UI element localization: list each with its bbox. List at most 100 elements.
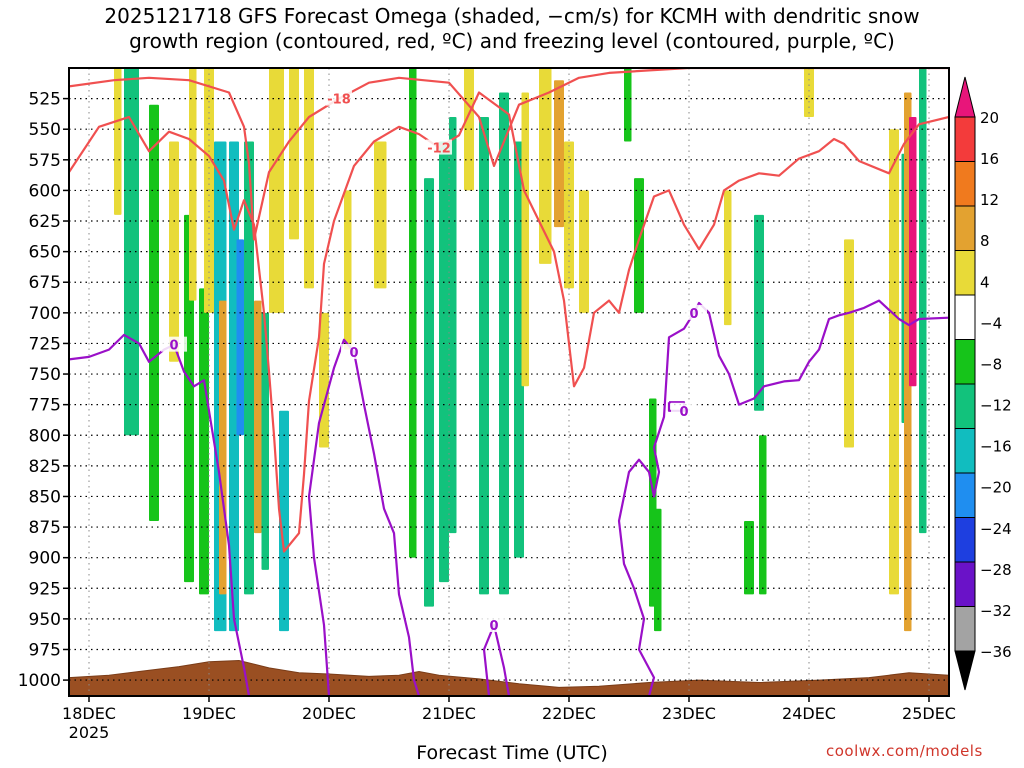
omega-band-4 — [184, 214, 194, 583]
colorbar-label-1: 16 — [980, 150, 999, 168]
dgz-contour-label-1: -18 — [327, 93, 351, 108]
x-year-label: 2025 — [69, 723, 110, 742]
terrain-area — [69, 659, 949, 696]
omega-band-6 — [199, 288, 209, 595]
freezing-contour-label-bg-3 — [681, 304, 707, 320]
omega-band-2 — [149, 104, 159, 521]
y-tick-label-950: 950 — [29, 610, 61, 630]
colorbar-label-11: −28 — [980, 561, 1012, 579]
y-tick-label-900: 900 — [29, 549, 61, 569]
omega-band-18 — [304, 68, 314, 289]
omega-band-49 — [919, 68, 927, 534]
colorbar-bottom-arrow — [954, 650, 976, 691]
omega-band-15 — [269, 68, 284, 313]
y-tick-label-700: 700 — [29, 304, 61, 324]
omega-band-19 — [319, 312, 329, 448]
x-tick-label-24DEC: 24DEC — [782, 704, 836, 723]
colorbar-box-4 — [954, 250, 976, 296]
y-tick-label-550: 550 — [29, 120, 61, 140]
dgz-contour-0 — [69, 91, 949, 553]
omega-band-36 — [634, 178, 644, 313]
y-tick-label-725: 725 — [29, 334, 61, 354]
omega-band-5 — [189, 68, 197, 301]
omega-band-14 — [261, 312, 269, 570]
freezing-contour-1 — [307, 338, 421, 696]
x-tick-label-21DEC: 21DEC — [422, 704, 476, 723]
freezing-contour-0 — [69, 333, 251, 696]
chart-title: 2025121718 GFS Forecast Omega (shaded, −… — [0, 4, 1024, 54]
freezing-contour-label-4: 0 — [679, 405, 688, 420]
terrain-fill — [69, 659, 949, 696]
y-tick-label-800: 800 — [29, 426, 61, 446]
x-axis-label: Forecast Time (UTC) — [416, 742, 608, 764]
omega-band-30 — [521, 92, 529, 387]
colorbar-box-11 — [954, 561, 976, 607]
omega-band-11 — [236, 239, 244, 436]
omega-band-21 — [374, 141, 387, 289]
colorbar-gray-box — [954, 606, 976, 652]
omega-band-45 — [889, 129, 899, 595]
omega-band-0 — [114, 68, 122, 215]
colorbar-box-9 — [954, 472, 976, 518]
plot-frame — [68, 67, 950, 697]
colorbar-label-5: −4 — [980, 314, 1002, 332]
y-tick-label-650: 650 — [29, 243, 61, 263]
omega-band-23 — [424, 178, 434, 607]
x-axis: 18DEC 19DEC 20DEC 21DEC 22DEC 23DEC 24DEC 25DEC… — [62, 696, 956, 742]
freezing-contour-label-bg-1 — [341, 344, 367, 360]
freezing-contour-label-bg-2 — [481, 616, 507, 632]
freezing-contour-label-bg-0 — [161, 336, 187, 352]
colorbar-label-13: −36 — [980, 643, 1012, 661]
x-tick-label-18DEC: 18DEC — [62, 704, 116, 723]
y-tick-label-925: 925 — [29, 579, 61, 599]
y-tick-label-825: 825 — [29, 457, 61, 477]
colorbar-box-1 — [954, 116, 976, 162]
x-tick-label-23DEC: 23DEC — [662, 704, 716, 723]
omega-band-35 — [624, 68, 632, 142]
colorbar-label-6: −8 — [980, 355, 1002, 373]
title-line-2: growth region (contoured, red, ºC) and f… — [129, 29, 895, 53]
omega-band-32 — [554, 80, 564, 228]
colorbar-label-10: −24 — [980, 520, 1012, 538]
colorbar-label-3: 8 — [980, 232, 990, 250]
y-tick-label-750: 750 — [29, 365, 61, 385]
freezing-contour-label-bg-4 — [671, 402, 697, 418]
title-line-1: 2025121718 GFS Forecast Omega (shaded, −… — [104, 4, 920, 28]
y-axis: 525 550 575 600 625 650 675 700 725 750 775 800 825 8… — [18, 90, 69, 691]
y-tick-label-525: 525 — [29, 90, 61, 110]
dgz-contour-label-bg-1 — [326, 90, 352, 106]
y-tick-label-1000: 1000 — [18, 671, 61, 691]
contour-lines: -12 -18 0 0 0 0 0 — [69, 68, 949, 696]
colorbar-label-9: −20 — [980, 479, 1012, 497]
y-tick-label-575: 575 — [29, 151, 61, 171]
colorbar-label-2: 12 — [980, 191, 999, 209]
x-tick-label-20DEC: 20DEC — [302, 704, 356, 723]
colorbar-box-8 — [954, 428, 976, 474]
omega-band-39 — [724, 190, 732, 326]
colorbar-label-4: 4 — [980, 273, 990, 291]
x-tick-label-19DEC: 19DEC — [182, 704, 236, 723]
omega-band-33 — [564, 141, 574, 289]
omega-band-38 — [654, 508, 662, 632]
omega-band-16 — [279, 410, 289, 632]
freezing-contour-3 — [617, 299, 949, 696]
colorbar-label-8: −16 — [980, 438, 1012, 456]
y-tick-label-675: 675 — [29, 273, 61, 293]
y-tick-label-600: 600 — [29, 181, 61, 201]
colorbar-box-3 — [954, 205, 976, 251]
colorbar-label-12: −32 — [980, 602, 1012, 620]
omega-shading — [114, 68, 927, 632]
omega-band-43 — [804, 68, 814, 117]
omega-band-41 — [754, 214, 764, 411]
colorbar-label-0: 20 — [980, 109, 999, 127]
x-tick-label-25DEC: 25DEC — [902, 704, 956, 723]
omega-band-17 — [289, 68, 299, 240]
omega-band-42 — [759, 435, 767, 595]
colorbar-label-7: −12 — [980, 397, 1012, 415]
y-tick-label-850: 850 — [29, 487, 61, 507]
y-tick-label-625: 625 — [29, 212, 61, 232]
freezing-contour-label-2: 0 — [489, 619, 498, 634]
y-tick-label-875: 875 — [29, 518, 61, 538]
